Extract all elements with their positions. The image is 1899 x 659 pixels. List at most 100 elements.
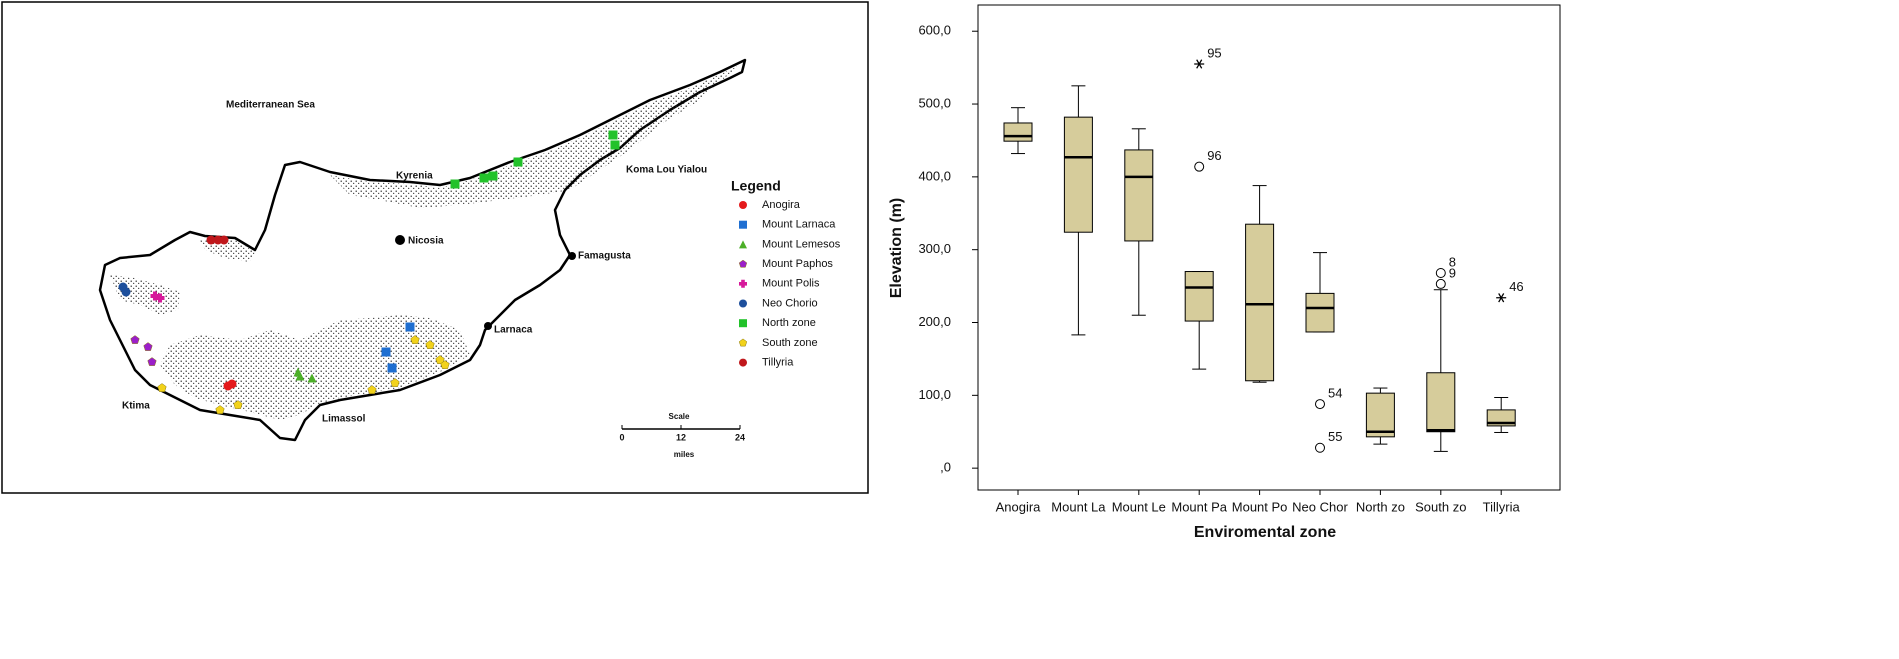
site-marker bbox=[410, 335, 420, 344]
outlier-label: 8 bbox=[1449, 254, 1456, 269]
x-tick-label: Mount Pa bbox=[1171, 499, 1227, 514]
site-marker bbox=[440, 360, 450, 369]
x-tick-label: Mount La bbox=[1051, 499, 1106, 514]
outlier-label: 55 bbox=[1328, 429, 1342, 444]
site-marker bbox=[435, 355, 445, 364]
site-marker bbox=[206, 235, 216, 245]
y-tick-label: 200,0 bbox=[918, 314, 951, 329]
place-label: Koma Lou Yialou bbox=[626, 165, 707, 176]
site-marker bbox=[739, 279, 747, 288]
scale-label: 24 bbox=[735, 432, 745, 442]
outlier-circle bbox=[1194, 161, 1205, 172]
outlier-label: 9 bbox=[1449, 265, 1456, 280]
x-tick-label: North zo bbox=[1356, 499, 1405, 514]
site-marker bbox=[121, 287, 131, 297]
outlier-circle bbox=[1315, 442, 1325, 453]
site-marker bbox=[739, 240, 747, 249]
legend-title: Legend bbox=[731, 178, 781, 194]
site-marker bbox=[450, 179, 460, 189]
site-marker bbox=[215, 405, 225, 414]
legend-label: Mount Larnaca bbox=[762, 219, 836, 231]
outlier-star bbox=[1194, 59, 1205, 69]
outlier-label: 54 bbox=[1328, 386, 1342, 401]
site-marker bbox=[738, 338, 748, 347]
y-tick-label: 100,0 bbox=[918, 387, 951, 402]
site-marker bbox=[739, 358, 747, 367]
scale-title: Scale bbox=[669, 412, 690, 421]
legend-label: Mount Lemesos bbox=[762, 238, 841, 250]
legend-label: Mount Paphos bbox=[762, 258, 833, 270]
site-marker bbox=[143, 342, 153, 351]
y-tick-label: 300,0 bbox=[918, 241, 951, 256]
y-tick-label: 400,0 bbox=[918, 168, 951, 183]
box bbox=[1245, 223, 1275, 382]
scale-label: 0 bbox=[619, 432, 624, 442]
x-tick-label: Mount Po bbox=[1232, 499, 1288, 514]
legend-label: Neo Chorio bbox=[762, 297, 818, 309]
site-marker bbox=[739, 201, 747, 209]
site-marker bbox=[219, 235, 229, 245]
site-marker bbox=[405, 322, 415, 332]
site-marker bbox=[610, 140, 620, 150]
scale-unit: miles bbox=[674, 450, 695, 459]
box bbox=[1063, 116, 1093, 233]
site-marker bbox=[233, 400, 243, 409]
site-marker bbox=[479, 173, 489, 183]
x-tick-label: South zo bbox=[1415, 499, 1466, 514]
site-marker bbox=[738, 259, 748, 268]
site-marker bbox=[381, 347, 391, 357]
site-marker bbox=[157, 383, 167, 392]
site-marker bbox=[739, 319, 747, 328]
x-axis-title: Enviromental zone bbox=[1194, 524, 1336, 541]
scale-label: 12 bbox=[676, 432, 686, 442]
y-tick-label: 600,0 bbox=[918, 23, 951, 38]
box bbox=[1003, 122, 1033, 142]
place-label: Nicosia bbox=[408, 236, 444, 247]
place-label: Kyrenia bbox=[396, 171, 433, 182]
mountain-area bbox=[200, 240, 255, 262]
site-marker bbox=[513, 157, 523, 167]
box bbox=[1124, 149, 1154, 242]
box bbox=[1426, 372, 1456, 433]
x-tick-label: Neo Chor bbox=[1292, 499, 1348, 514]
site-marker bbox=[367, 385, 377, 394]
box bbox=[1365, 392, 1395, 438]
place-label: Mediterranean Sea bbox=[226, 100, 315, 111]
site-marker bbox=[227, 379, 237, 389]
box bbox=[1305, 292, 1335, 333]
site-marker bbox=[307, 373, 317, 383]
map-panel: Mediterranean Sea Kyrenia Koma Lou Yialo… bbox=[1, 1, 869, 494]
legend-label: Anogira bbox=[762, 199, 801, 211]
outlier-label: 95 bbox=[1207, 45, 1221, 60]
site-marker bbox=[130, 335, 140, 344]
city-marker bbox=[395, 235, 405, 245]
site-marker bbox=[739, 299, 747, 308]
place-label: Larnaca bbox=[494, 325, 533, 336]
site-marker bbox=[739, 220, 747, 229]
outlier-circle bbox=[1435, 267, 1446, 278]
city-marker bbox=[484, 322, 492, 330]
site-marker bbox=[147, 357, 157, 366]
mountain-area bbox=[330, 66, 738, 208]
site-marker bbox=[387, 363, 397, 373]
x-tick-label: Anogira bbox=[996, 499, 1042, 514]
legend-label: North zone bbox=[762, 317, 816, 329]
site-marker bbox=[150, 291, 160, 301]
outlier-circle bbox=[1435, 278, 1446, 289]
site-marker bbox=[608, 130, 618, 140]
place-label: Famagusta bbox=[578, 251, 631, 262]
site-marker bbox=[488, 171, 498, 181]
outlier-label: 46 bbox=[1509, 279, 1523, 294]
site-marker bbox=[390, 378, 400, 387]
legend-label: Mount Polis bbox=[762, 278, 820, 290]
y-tick-label: 500,0 bbox=[918, 95, 951, 110]
city-marker bbox=[568, 252, 576, 260]
place-label: Ktima bbox=[122, 401, 150, 412]
outlier-circle bbox=[1315, 399, 1325, 410]
place-label: Limassol bbox=[322, 414, 366, 425]
site-marker bbox=[295, 371, 305, 381]
boxplot-panel: Elevation (m) Enviromental zone ,0 100,0 2… bbox=[888, 4, 1561, 541]
outlier-star bbox=[1496, 293, 1507, 303]
